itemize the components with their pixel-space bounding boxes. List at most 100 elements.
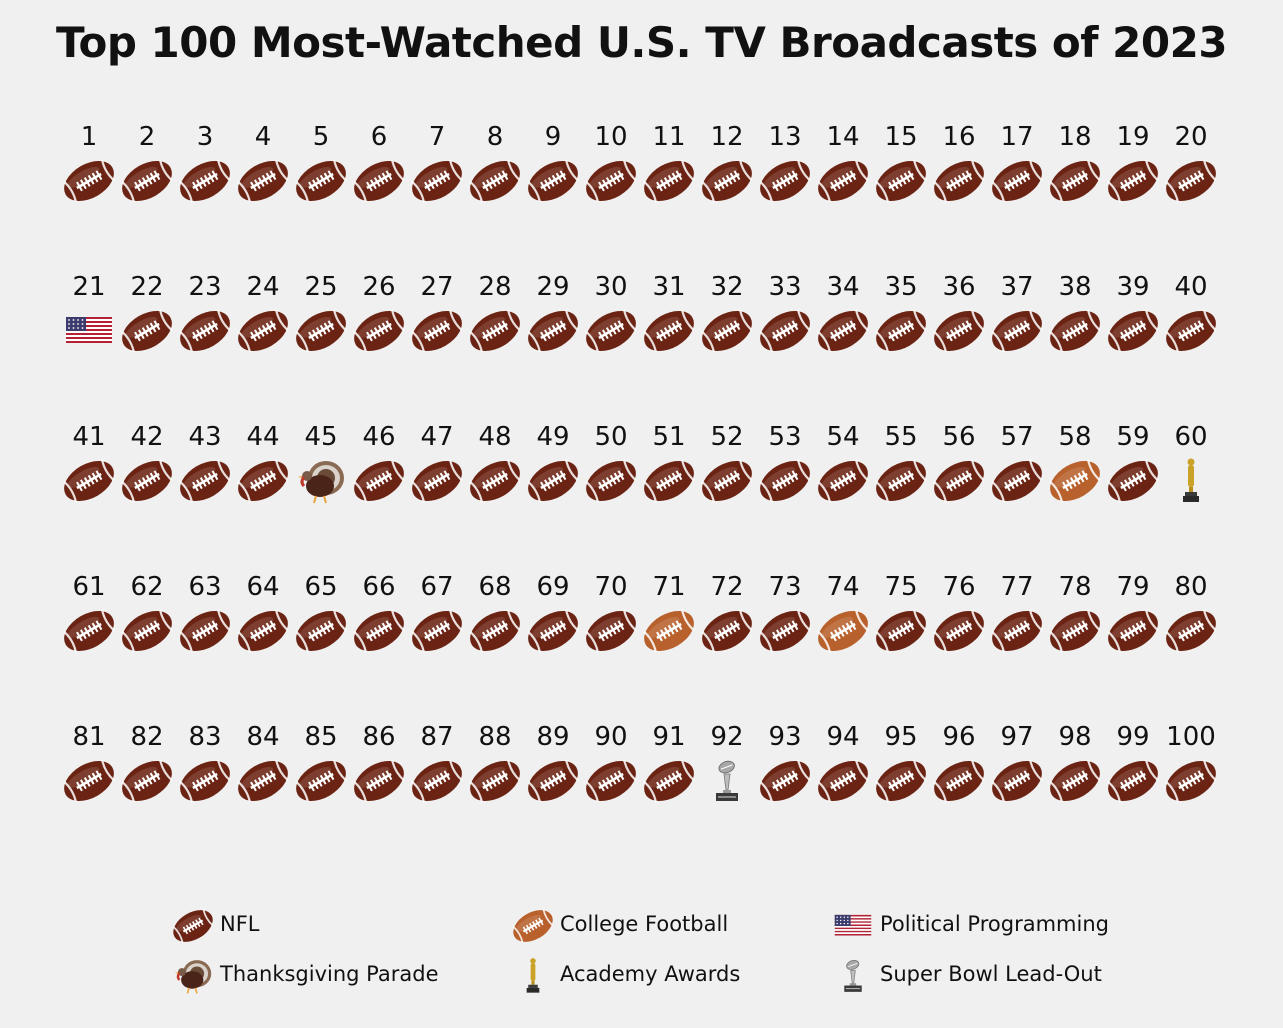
broadcast-cell-95: 95: [872, 722, 930, 832]
football-icon: [698, 156, 756, 210]
rank-label: 42: [130, 422, 164, 452]
broadcast-cell-3: 3: [176, 122, 234, 232]
broadcast-cell-26: 26: [350, 272, 408, 382]
football-icon: [466, 606, 524, 660]
rank-label: 87: [420, 722, 454, 752]
rank-label: 100: [1166, 722, 1216, 752]
rank-label: 70: [594, 572, 628, 602]
football-icon: [292, 306, 350, 360]
rank-label: 62: [130, 572, 164, 602]
broadcast-cell-84: 84: [234, 722, 292, 832]
football-icon: [524, 456, 582, 510]
broadcast-cell-47: 47: [408, 422, 466, 532]
rank-label: 8: [486, 122, 504, 152]
broadcast-cell-50: 50: [582, 422, 640, 532]
broadcast-cell-61: 61: [60, 572, 118, 682]
rank-label: 34: [826, 272, 860, 302]
broadcast-cell-85: 85: [292, 722, 350, 832]
broadcast-cell-57: 57: [988, 422, 1046, 532]
rank-label: 78: [1058, 572, 1092, 602]
football-icon: [60, 606, 118, 660]
football-icon: [698, 306, 756, 360]
rank-label: 58: [1058, 422, 1092, 452]
football-icon: [1046, 306, 1104, 360]
football-icon: [292, 606, 350, 660]
football-icon: [930, 606, 988, 660]
football-icon: [350, 756, 408, 810]
rank-label: 17: [1000, 122, 1034, 152]
rank-label: 71: [652, 572, 686, 602]
rank-label: 4: [254, 122, 272, 152]
rank-label: 51: [652, 422, 686, 452]
broadcast-cell-78: 78: [1046, 572, 1104, 682]
broadcast-cell-4: 4: [234, 122, 292, 232]
rank-label: 35: [884, 272, 918, 302]
rank-label: 44: [246, 422, 280, 452]
broadcast-cell-6: 6: [350, 122, 408, 232]
rank-label: 29: [536, 272, 570, 302]
rank-label: 83: [188, 722, 222, 752]
broadcast-cell-38: 38: [1046, 272, 1104, 382]
broadcast-cell-31: 31: [640, 272, 698, 382]
broadcast-cell-63: 63: [176, 572, 234, 682]
broadcast-cell-73: 73: [756, 572, 814, 682]
rank-label: 37: [1000, 272, 1034, 302]
football-icon: [466, 456, 524, 510]
rank-label: 82: [130, 722, 164, 752]
broadcast-cell-81: 81: [60, 722, 118, 832]
football-icon: [872, 606, 930, 660]
football-icon: [350, 606, 408, 660]
rank-label: 49: [536, 422, 570, 452]
football-icon: [118, 456, 176, 510]
rank-label: 73: [768, 572, 802, 602]
broadcast-cell-62: 62: [118, 572, 176, 682]
broadcast-cell-96: 96: [930, 722, 988, 832]
broadcast-cell-91: 91: [640, 722, 698, 832]
broadcast-cell-49: 49: [524, 422, 582, 532]
trophy-icon: [698, 756, 756, 810]
legend-label: Thanksgiving Parade: [220, 962, 439, 986]
rank-label: 48: [478, 422, 512, 452]
rank-label: 13: [768, 122, 802, 152]
broadcast-cell-11: 11: [640, 122, 698, 232]
football-icon: [176, 606, 234, 660]
football-icon: [930, 456, 988, 510]
football-icon: [292, 756, 350, 810]
rank-label: 18: [1058, 122, 1092, 152]
football-icon: [176, 306, 234, 360]
football-icon: [1046, 756, 1104, 810]
broadcast-cell-13: 13: [756, 122, 814, 232]
college-football-icon: [1046, 456, 1104, 510]
broadcast-cell-55: 55: [872, 422, 930, 532]
rank-label: 81: [72, 722, 106, 752]
broadcast-cell-7: 7: [408, 122, 466, 232]
broadcast-cell-39: 39: [1104, 272, 1162, 382]
broadcast-cell-53: 53: [756, 422, 814, 532]
rank-label: 40: [1174, 272, 1208, 302]
broadcast-cell-8: 8: [466, 122, 524, 232]
football-icon: [1046, 606, 1104, 660]
football-icon: [408, 456, 466, 510]
rank-label: 7: [428, 122, 446, 152]
broadcast-cell-74: 74: [814, 572, 872, 682]
broadcast-cell-24: 24: [234, 272, 292, 382]
broadcast-cell-21: 21: [60, 272, 118, 382]
college-football-icon: [512, 908, 554, 944]
broadcast-cell-16: 16: [930, 122, 988, 232]
broadcast-cell-5: 5: [292, 122, 350, 232]
rank-label: 88: [478, 722, 512, 752]
football-icon: [582, 606, 640, 660]
football-icon: [1162, 606, 1220, 660]
broadcast-cell-2: 2: [118, 122, 176, 232]
rank-label: 98: [1058, 722, 1092, 752]
rank-label: 67: [420, 572, 454, 602]
rank-label: 39: [1116, 272, 1150, 302]
football-icon: [814, 156, 872, 210]
rank-label: 79: [1116, 572, 1150, 602]
football-icon: [466, 306, 524, 360]
broadcast-cell-56: 56: [930, 422, 988, 532]
football-icon: [234, 606, 292, 660]
broadcast-cell-66: 66: [350, 572, 408, 682]
rank-label: 61: [72, 572, 106, 602]
